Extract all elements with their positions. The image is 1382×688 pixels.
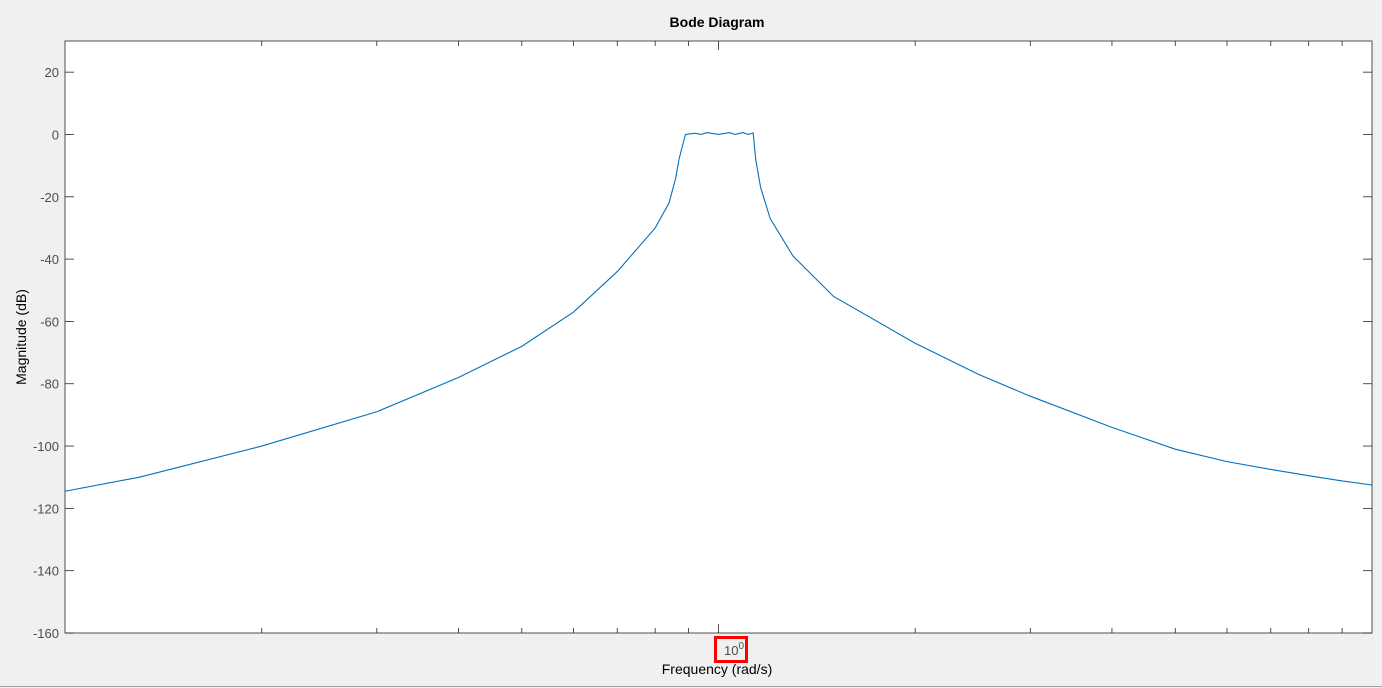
y-tick-label: -140 bbox=[33, 564, 59, 579]
x-tick-label-base: 10 bbox=[724, 643, 738, 658]
x-tick-label-exponent: 0 bbox=[738, 641, 744, 652]
axes-box bbox=[64, 40, 1373, 634]
x-tick-label-10e0: 100 bbox=[724, 641, 744, 658]
y-tick-label: -20 bbox=[40, 190, 59, 205]
x-axis-ticks bbox=[261, 41, 1343, 633]
y-tick-label: -60 bbox=[40, 314, 59, 329]
xtick-highlight-box bbox=[714, 636, 748, 663]
y-tick-label: -100 bbox=[33, 439, 59, 454]
y-tick-label: -40 bbox=[40, 252, 59, 267]
y-tick-label: 0 bbox=[52, 127, 59, 142]
y-tick-label: -120 bbox=[33, 501, 59, 516]
y-tick-label: -160 bbox=[33, 626, 59, 641]
x-axis-label: Frequency (rad/s) bbox=[662, 661, 772, 677]
y-axis-label: Magnitude (dB) bbox=[13, 289, 29, 385]
y-axis-ticks: 20 0 -20 -40 -60 -80 -100 -120 -140 -160 bbox=[33, 65, 1372, 641]
plot-area bbox=[65, 41, 1372, 633]
magnitude-series-line bbox=[64, 132, 1373, 492]
y-tick-label: 20 bbox=[45, 65, 59, 80]
chart-title: Bode Diagram bbox=[670, 14, 765, 30]
y-tick-label: -80 bbox=[40, 377, 59, 392]
